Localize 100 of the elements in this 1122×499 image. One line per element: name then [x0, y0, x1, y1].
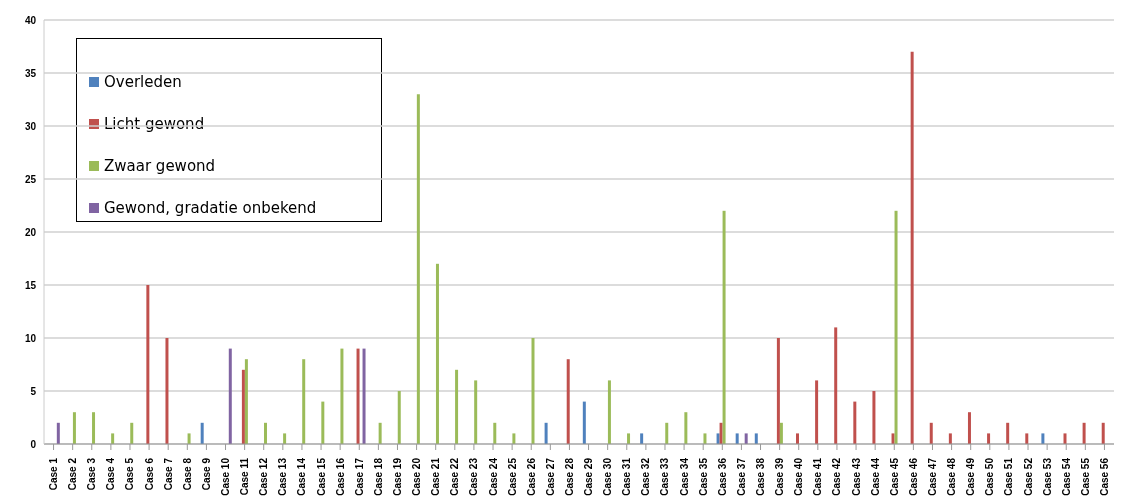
bar [716, 433, 720, 444]
bar [200, 422, 204, 444]
bar [92, 412, 96, 444]
legend-label: Licht gewond [104, 115, 205, 133]
x-tick-label: Case 31 [621, 457, 633, 496]
x-tick-label: Case 28 [563, 457, 575, 496]
x-tick-label: Case 56 [1098, 457, 1110, 496]
x-tick-label: Case 23 [468, 457, 480, 496]
x-tick-label: Case 3 [86, 457, 98, 491]
x-tick-label: Case 44 [869, 457, 881, 496]
x-tick-label: Case 47 [926, 457, 938, 496]
x-tick-label: Case 48 [946, 457, 958, 496]
bar [165, 338, 169, 444]
x-tick-label: Case 39 [774, 457, 786, 496]
y-tick-label: 30 [24, 120, 37, 132]
legend-label: Overleden [104, 73, 182, 91]
bar [796, 433, 799, 444]
bar [531, 338, 535, 444]
x-tick-label: Case 15 [315, 457, 327, 496]
bar [435, 263, 439, 444]
bar [1082, 422, 1086, 444]
bar [187, 433, 191, 444]
bar [302, 359, 306, 444]
bar [264, 422, 267, 444]
x-tick-label: Case 11 [239, 457, 251, 496]
y-tick-label: 10 [24, 332, 37, 344]
bar [722, 210, 726, 444]
x-tick-label: Case 41 [812, 457, 824, 496]
x-tick-label: Case 13 [277, 457, 289, 496]
y-tick-label: 35 [24, 67, 37, 79]
bar [474, 380, 478, 444]
x-tick-label: Case 16 [334, 457, 346, 496]
x-tick-label: Case 26 [525, 457, 537, 496]
x-tick-label: Case 54 [1060, 457, 1072, 496]
y-tick-label: 15 [24, 279, 37, 291]
bar [340, 348, 344, 444]
x-tick-label: Case 40 [793, 457, 805, 496]
bar [834, 327, 838, 444]
x-tick-label: Case 38 [755, 457, 767, 496]
bar [640, 433, 644, 444]
y-tick-label: 25 [24, 173, 37, 185]
bar [1006, 422, 1010, 444]
x-tick-label: Case 27 [544, 457, 556, 496]
x-tick-label: Case 1 [48, 457, 60, 491]
bar [455, 369, 459, 444]
x-tick-label: Case 49 [965, 457, 977, 496]
x-tick-label: Case 5 [124, 457, 136, 491]
x-tick-label: Case 25 [506, 457, 518, 496]
x-tick-label: Case 24 [487, 457, 499, 496]
x-tick-label: Case 53 [1041, 457, 1053, 496]
x-tick-label: Case 10 [220, 457, 232, 496]
bar [566, 359, 570, 444]
bar [607, 380, 611, 444]
bar [378, 422, 382, 444]
x-tick-label: Case 34 [678, 457, 690, 496]
bar [872, 391, 876, 444]
x-tick-label: Case 14 [296, 457, 308, 496]
bar [627, 433, 631, 444]
bar [493, 422, 497, 444]
bar [582, 401, 586, 444]
bar [244, 359, 248, 444]
bar [362, 348, 366, 444]
bar [1041, 433, 1045, 444]
x-tick-label: Case 29 [583, 457, 595, 496]
y-tick-label: 5 [30, 385, 37, 397]
x-tick-label: Case 35 [697, 457, 709, 496]
bar [894, 210, 898, 444]
bar [544, 422, 548, 444]
bar [56, 422, 60, 444]
bar [910, 51, 914, 444]
x-tick-label: Case 17 [353, 457, 365, 496]
x-tick-label: Case 37 [735, 457, 747, 496]
x-tick-label: Case 43 [850, 457, 862, 496]
y-tick-label: 0 [30, 438, 37, 450]
x-tick-label: Case 50 [984, 457, 996, 496]
bar [146, 285, 150, 444]
bar [776, 338, 780, 444]
x-tick-label: Case 51 [1003, 457, 1015, 496]
x-tick-label: Case 30 [602, 457, 614, 496]
bar [130, 422, 134, 444]
bar [987, 433, 991, 444]
x-tick-label: Case 20 [411, 457, 423, 496]
y-tick-label: 40 [24, 14, 37, 26]
bar [744, 433, 748, 444]
bar [967, 412, 971, 444]
x-tick-label: Case 4 [105, 457, 117, 491]
bar [321, 401, 325, 444]
x-tick-label: Case 21 [430, 457, 442, 496]
bar [719, 422, 723, 444]
bar [891, 433, 895, 444]
x-tick-label: Case 12 [258, 457, 270, 496]
x-tick-label: Case 7 [162, 457, 174, 491]
bar [228, 348, 232, 444]
bar [111, 433, 115, 444]
bar [72, 412, 76, 444]
x-tick-label: Case 55 [1079, 457, 1091, 496]
y-tick-label: 20 [24, 226, 37, 238]
x-tick-label: Case 46 [907, 457, 919, 496]
x-tick-label: Case 22 [449, 457, 461, 496]
x-tick-label: Case 9 [200, 457, 212, 491]
